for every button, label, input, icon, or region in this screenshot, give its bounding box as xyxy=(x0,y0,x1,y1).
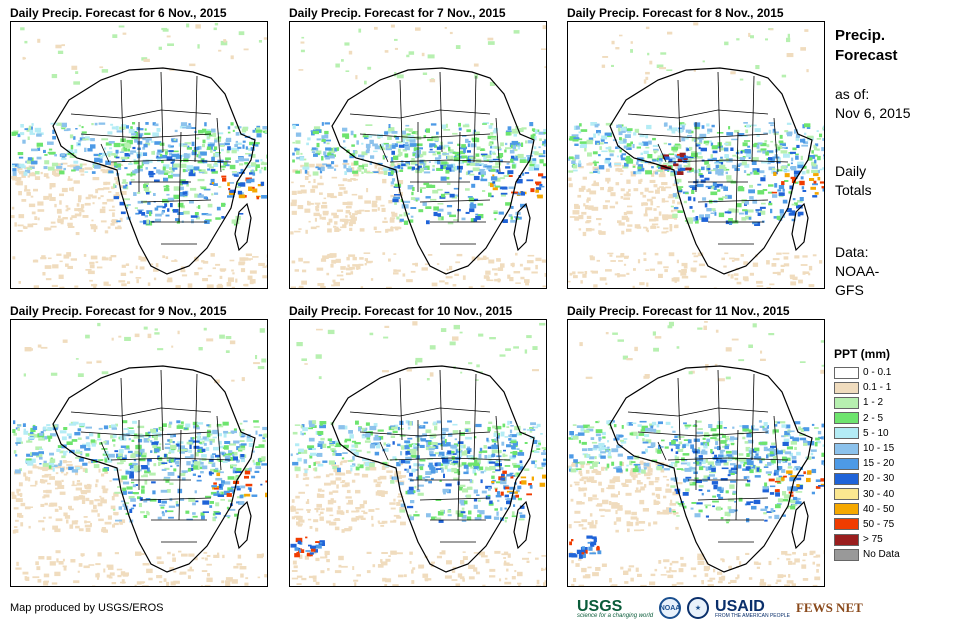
legend-swatch xyxy=(834,488,859,501)
data-line1: Data: xyxy=(835,244,869,260)
usaid-logo-text: USAID xyxy=(715,597,765,615)
sidebar-title: Precip. Forecast xyxy=(835,26,898,66)
usgs-logo-text: USGS xyxy=(577,597,623,615)
forecast-map-2 xyxy=(289,21,547,289)
legend-item: 40 - 50 xyxy=(834,502,900,517)
legend-swatch xyxy=(834,518,859,531)
legend-label: > 75 xyxy=(863,534,883,546)
data-line3: GFS xyxy=(835,282,864,298)
legend-label: 2 - 5 xyxy=(863,412,884,424)
asof-label: as of: xyxy=(835,86,870,102)
legend-label: 10 - 15 xyxy=(863,443,895,455)
legend-label: 50 - 75 xyxy=(863,518,895,530)
noaa-logo: NOAA xyxy=(659,597,682,619)
forecast-map-1 xyxy=(10,21,268,289)
legend-title: PPT (mm) xyxy=(834,347,891,361)
usgs-logo: USGS science for a changing world xyxy=(577,598,653,619)
forecast-map-6 xyxy=(567,319,825,587)
sidebar-asof: as of: Nov 6, 2015 xyxy=(835,85,911,123)
legend-item: 0 - 0.1 xyxy=(834,365,900,380)
legend-item: 15 - 20 xyxy=(834,456,900,471)
legend-swatch xyxy=(834,396,859,409)
panel-title-6: Daily Precip. Forecast for 11 Nov., 2015 xyxy=(567,304,790,318)
totals-line2: Totals xyxy=(835,182,872,198)
legend-item: 0.1 - 1 xyxy=(834,380,900,395)
map-credit: Map produced by USGS/EROS xyxy=(10,602,164,614)
sidebar-title-line2: Forecast xyxy=(835,47,898,64)
panel-title-4: Daily Precip. Forecast for 9 Nov., 2015 xyxy=(10,304,227,318)
legend-label: 1 - 2 xyxy=(863,397,884,409)
africa-precip-map xyxy=(11,22,267,288)
usaid-seal-icon: ★ xyxy=(687,597,710,619)
legend-label: 0.1 - 1 xyxy=(863,382,892,394)
legend-swatch xyxy=(834,427,859,440)
legend-swatch xyxy=(834,503,859,516)
legend-item: > 75 xyxy=(834,532,900,547)
panel-title-3: Daily Precip. Forecast for 8 Nov., 2015 xyxy=(567,6,784,20)
forecast-map-3 xyxy=(567,21,825,289)
legend-swatch xyxy=(834,472,859,485)
legend-swatch xyxy=(834,533,859,546)
legend-rows: 0 - 0.1 0.1 - 1 1 - 2 2 - 5 5 - 10 10 - 15 15 … xyxy=(834,365,900,562)
panel-title-5: Daily Precip. Forecast for 10 Nov., 2015 xyxy=(289,304,513,318)
sidebar-title-line1: Precip. xyxy=(835,27,886,44)
agency-logos: USGS science for a changing world NOAA ★ … xyxy=(577,594,863,622)
precip-legend: PPT (mm) 0 - 0.1 0.1 - 1 1 - 2 2 - 5 5 - 10 1… xyxy=(834,347,900,562)
africa-precip-map xyxy=(568,22,824,288)
africa-precip-map xyxy=(11,322,267,586)
legend-item: No Data xyxy=(834,547,900,562)
legend-label: 5 - 10 xyxy=(863,427,889,439)
legend-label: 15 - 20 xyxy=(863,458,895,470)
data-line2: NOAA- xyxy=(835,263,880,279)
legend-item: 10 - 15 xyxy=(834,441,900,456)
asof-date: Nov 6, 2015 xyxy=(835,105,911,121)
legend-swatch xyxy=(834,548,859,561)
legend-label: 30 - 40 xyxy=(863,488,895,500)
legend-label: 40 - 50 xyxy=(863,503,895,515)
africa-precip-map xyxy=(290,24,546,288)
legend-swatch xyxy=(834,366,859,379)
legend-item: 50 - 75 xyxy=(834,517,900,532)
usgs-tagline: science for a changing world xyxy=(577,612,654,619)
legend-item: 5 - 10 xyxy=(834,426,900,441)
legend-swatch xyxy=(834,442,859,455)
fewsnet-logo: FEWS NET xyxy=(795,600,863,615)
panel-title-1: Daily Precip. Forecast for 6 Nov., 2015 xyxy=(10,6,227,20)
usaid-logo: USAID FROM THE AMERICAN PEOPLE xyxy=(715,598,790,619)
usaid-tagline: FROM THE AMERICAN PEOPLE xyxy=(715,612,790,619)
legend-swatch xyxy=(834,412,859,425)
legend-label: 0 - 0.1 xyxy=(863,367,892,379)
legend-label: 20 - 30 xyxy=(863,473,895,485)
forecast-map-4 xyxy=(10,319,268,587)
legend-swatch xyxy=(834,457,859,470)
legend-item: 20 - 30 xyxy=(834,471,900,486)
legend-item: 30 - 40 xyxy=(834,487,900,502)
totals-line1: Daily xyxy=(835,163,867,179)
africa-precip-map xyxy=(568,321,824,586)
legend-item: 1 - 2 xyxy=(834,395,900,410)
legend-label: No Data xyxy=(863,549,900,561)
panel-title-2: Daily Precip. Forecast for 7 Nov., 2015 xyxy=(289,6,506,20)
sidebar-totals: Daily Totals xyxy=(835,162,872,200)
legend-swatch xyxy=(834,381,859,394)
sidebar-data-source: Data: NOAA- GFS xyxy=(835,243,879,300)
noaa-logo-text: NOAA xyxy=(659,604,681,612)
forecast-map-5 xyxy=(289,319,547,587)
legend-item: 2 - 5 xyxy=(834,411,900,426)
africa-precip-map xyxy=(290,321,546,586)
